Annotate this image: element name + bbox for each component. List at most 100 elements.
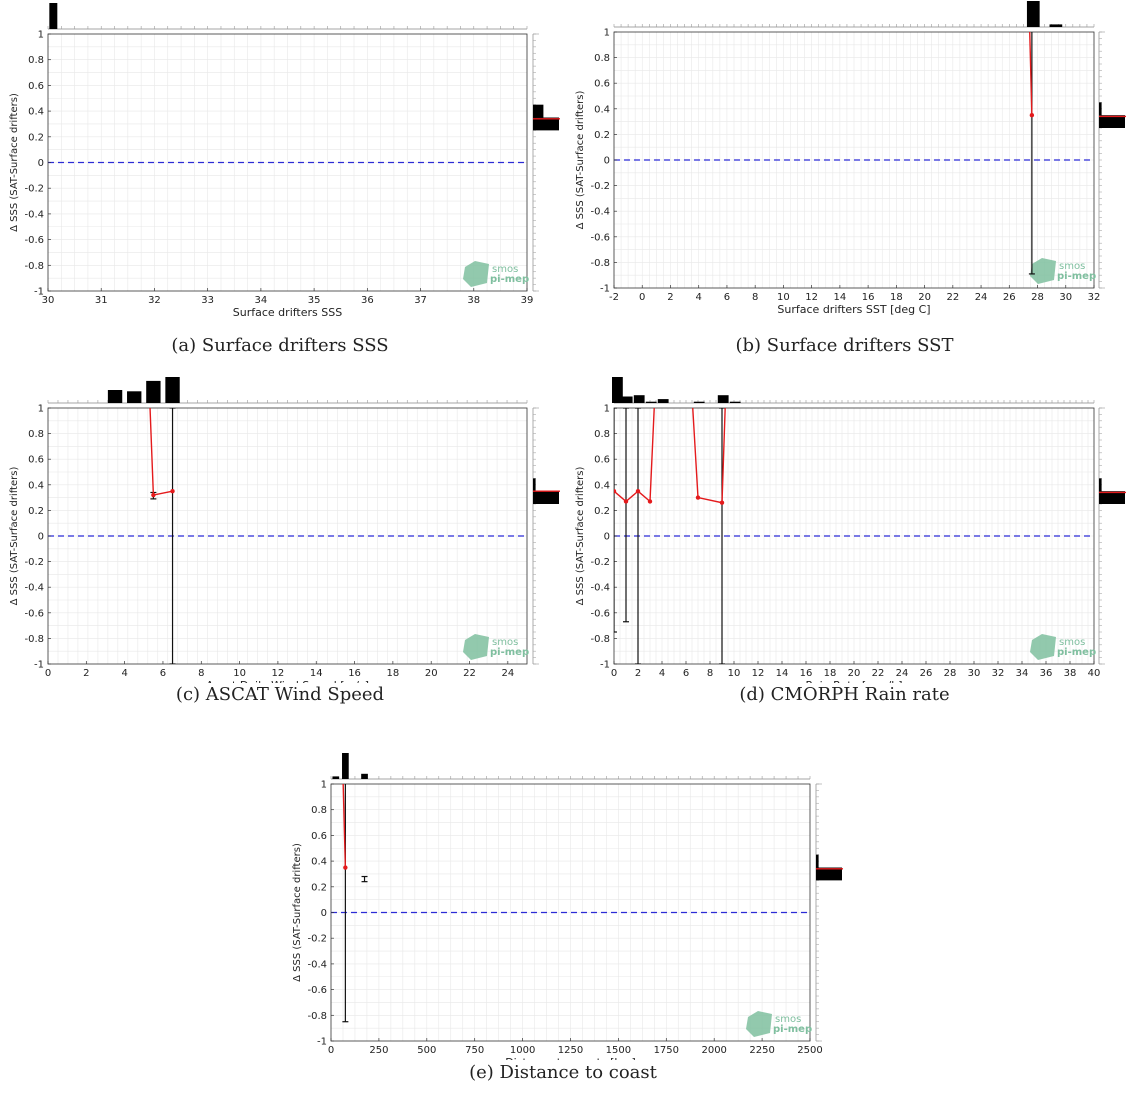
mean-series-point <box>635 489 641 494</box>
x-tick-label: 2 <box>635 668 641 679</box>
top-histogram-bar <box>146 380 161 403</box>
x-tick-label: 18 <box>890 292 903 303</box>
y-tick-label: -0.8 <box>24 634 44 645</box>
y-tick-label: 0.8 <box>311 805 327 816</box>
x-tick-label: 16 <box>862 292 875 303</box>
x-tick-label: 32 <box>148 295 161 306</box>
x-tick-label: 14 <box>834 292 847 303</box>
y-tick-label: 1 <box>321 780 327 791</box>
x-tick-label: 31 <box>95 295 108 306</box>
y-tick-label: -0.6 <box>24 235 44 246</box>
x-tick-label: 500 <box>417 1045 436 1056</box>
mean-series-point <box>623 499 629 504</box>
x-tick-label: 12 <box>805 292 818 303</box>
x-tick-label: 22 <box>946 292 959 303</box>
y-tick-label: -0.4 <box>24 209 44 220</box>
mean-series-point <box>170 489 175 494</box>
right-histogram-bar <box>816 867 842 881</box>
x-tick-label: 6 <box>160 668 166 679</box>
logo-text-line2: pi-mep <box>773 1024 812 1035</box>
x-tick-label: 24 <box>975 292 988 303</box>
x-tick-label: 4 <box>121 668 127 679</box>
y-tick-label: 0.6 <box>28 81 44 92</box>
mean-series-point <box>695 495 701 500</box>
logo-text-line1: smos <box>492 264 518 275</box>
right-histogram-bar <box>533 117 559 131</box>
y-tick-label: 1 <box>38 404 44 415</box>
logo-text-line2: pi-mep <box>1057 271 1096 282</box>
y-tick-label: 0 <box>604 156 610 167</box>
y-tick-label: -0.4 <box>307 959 327 970</box>
x-tick-label: 24 <box>896 668 909 679</box>
y-tick-label: -1 <box>600 660 610 671</box>
logo-icon <box>1030 258 1056 284</box>
y-tick-label: -0.2 <box>590 181 610 192</box>
y-tick-label: 0.2 <box>594 130 610 141</box>
x-tick-label: 24 <box>501 668 514 679</box>
logo-icon <box>463 634 489 660</box>
x-tick-label: 6 <box>724 292 730 303</box>
y-tick-label: -0.2 <box>590 557 610 568</box>
x-tick-label: 18 <box>824 668 837 679</box>
y-axis-label: Δ SSS (SAT-Surface drifters) <box>9 93 20 232</box>
right-histogram-bar <box>1099 102 1102 116</box>
y-tick-label: 0.8 <box>28 55 44 66</box>
y-axis-label: Δ SSS (SAT-Surface drifters) <box>292 843 303 982</box>
x-tick-label: 4 <box>696 292 702 303</box>
y-tick-label: 0 <box>604 532 610 543</box>
x-tick-label: 14 <box>776 668 789 679</box>
panel-e-chart: 0 250 500 750 1000 1250 1500 1750 2000 2250 2500 -1… <box>292 753 843 1060</box>
y-tick-label: -0.8 <box>307 1011 327 1022</box>
x-tick-label: 36 <box>1040 668 1053 679</box>
x-axis-label: Ascat Daily Wind Speed [m/s] <box>206 679 369 683</box>
logo-text-line1: smos <box>492 637 518 648</box>
data-layer <box>342 784 368 1023</box>
x-tick-label: 12 <box>752 668 765 679</box>
logo-icon <box>746 1011 772 1037</box>
logo-icon <box>1030 634 1056 660</box>
x-tick-label: 28 <box>944 668 957 679</box>
x-tick-label: 20 <box>918 292 931 303</box>
x-tick-label: 22 <box>463 668 476 679</box>
top-histogram-bar <box>693 401 705 403</box>
y-tick-label: 0 <box>321 908 327 919</box>
x-tick-label: 36 <box>361 295 374 306</box>
x-axis-label: Surface drifters SSS <box>233 306 342 319</box>
y-tick-label: -0.6 <box>590 608 610 619</box>
x-tick-label: 16 <box>348 668 361 679</box>
logo-text-line1: smos <box>1059 637 1085 648</box>
caption-b: (b) Surface drifters SST <box>735 335 954 356</box>
mean-series-line <box>692 408 726 504</box>
x-tick-label: 14 <box>310 668 323 679</box>
x-tick-label: 4 <box>659 668 665 679</box>
x-tick-label: 10 <box>777 292 790 303</box>
x-tick-label: 20 <box>425 668 438 679</box>
x-tick-label: 1000 <box>510 1045 535 1056</box>
mean-series-point <box>151 492 156 498</box>
y-tick-label: 0.2 <box>311 882 327 893</box>
y-tick-label: 0 <box>38 158 44 169</box>
x-tick-label: 1500 <box>606 1045 631 1056</box>
x-tick-label: 30 <box>1059 292 1072 303</box>
x-tick-label: 0 <box>45 668 51 679</box>
y-tick-label: -0.6 <box>307 985 327 996</box>
y-tick-label: 0 <box>38 532 44 543</box>
y-tick-label: 0.8 <box>594 429 610 440</box>
y-tick-label: 0.4 <box>594 480 610 491</box>
x-tick-label: 6 <box>683 668 689 679</box>
x-tick-label: 2 <box>667 292 673 303</box>
y-tick-label: 0.8 <box>28 429 44 440</box>
y-tick-label: 0.4 <box>28 107 44 118</box>
y-axis-label: Δ SSS (SAT-Surface drifters) <box>575 91 586 230</box>
x-tick-label: 32 <box>1088 292 1101 303</box>
y-tick-label: -0.4 <box>24 583 44 594</box>
x-tick-label: 20 <box>848 668 861 679</box>
x-tick-label: 250 <box>369 1045 388 1056</box>
x-tick-label: 33 <box>201 295 214 306</box>
y-tick-label: -0.4 <box>590 207 610 218</box>
x-tick-label: 30 <box>968 668 981 679</box>
y-tick-label: 1 <box>604 404 610 415</box>
right-histogram-bar <box>1099 115 1125 128</box>
top-histogram-bar <box>657 399 669 403</box>
